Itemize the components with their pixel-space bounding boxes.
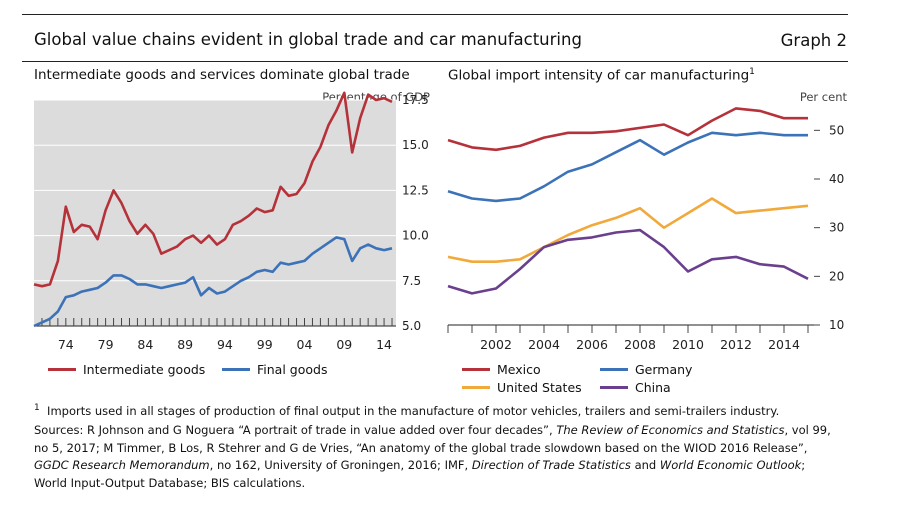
x-tick-label-0-5: 99 bbox=[257, 337, 273, 352]
y-tick-label-0-0: 5.0 bbox=[402, 319, 421, 333]
legend-china: China bbox=[600, 380, 671, 395]
sources-3: , vol 99, no 5, 2017; M Timmer, B Los, R… bbox=[34, 423, 831, 455]
y-tick-label-0-4: 15.0 bbox=[402, 138, 429, 152]
legend-swatch-final bbox=[222, 368, 250, 371]
x-tick-label-0-3: 89 bbox=[177, 337, 193, 352]
y-tick-label-1-4: 50 bbox=[829, 123, 844, 137]
legend-swatch-intermediate bbox=[48, 368, 76, 371]
x-tick-label-1-5: 2012 bbox=[720, 337, 752, 352]
x-tick-label-1-6: 2014 bbox=[768, 337, 800, 352]
legend-label-us: United States bbox=[497, 380, 582, 395]
x-tick-label-1-0: 2002 bbox=[480, 337, 512, 352]
series-line-1-mexico bbox=[447, 107, 808, 152]
right-unit: Per cent bbox=[799, 90, 847, 104]
y-tick-label-0-2: 10.0 bbox=[402, 229, 429, 243]
sources-8: World Economic Outlook bbox=[659, 458, 802, 472]
right-title-footnote-mark: 1 bbox=[749, 67, 755, 77]
y-tick-label-1-1: 20 bbox=[829, 269, 844, 283]
legend-swatch-germany bbox=[600, 368, 628, 371]
sources-4: GGDC Research Memorandum bbox=[34, 458, 210, 472]
title-rule bbox=[22, 61, 848, 62]
series-line-1-germany bbox=[447, 131, 808, 203]
sources-5: , no 162, University of Groningen, 2016;… bbox=[209, 458, 472, 472]
legend-final: Final goods bbox=[222, 362, 327, 377]
x-tick-label-0-6: 04 bbox=[297, 337, 313, 352]
x-tick-label-0-1: 79 bbox=[98, 337, 114, 352]
footnote-mark: 1 bbox=[34, 403, 40, 413]
legend-mexico: Mexico bbox=[462, 362, 541, 377]
legend-us: United States bbox=[462, 380, 582, 395]
x-tick-label-0-0: 74 bbox=[58, 337, 74, 352]
sources-6: Direction of Trade Statistics bbox=[471, 458, 631, 472]
x-tick-label-1-4: 2010 bbox=[672, 337, 704, 352]
y-tick-label-0-5: 17.5 bbox=[402, 93, 429, 107]
x-tick-label-0-8: 14 bbox=[376, 337, 392, 352]
legend-intermediate: Intermediate goods bbox=[48, 362, 205, 377]
sources: Sources: R Johnson and G Noguera “A port… bbox=[34, 422, 834, 492]
y-tick-label-1-3: 40 bbox=[829, 172, 844, 186]
legend-germany: Germany bbox=[600, 362, 692, 377]
x-tick-label-0-2: 84 bbox=[137, 337, 153, 352]
top-rule bbox=[22, 14, 848, 15]
legend-swatch-china bbox=[600, 386, 628, 389]
series-line-0-final-goods bbox=[33, 236, 393, 328]
sources-1: Sources: R Johnson and G Noguera “A port… bbox=[34, 423, 557, 437]
y-tick-label-0-3: 12.5 bbox=[402, 183, 429, 197]
sources-7: and bbox=[630, 458, 660, 472]
graph-title: Global value chains evident in global tr… bbox=[34, 30, 582, 49]
legend-label-germany: Germany bbox=[635, 362, 693, 377]
x-tick-label-1-2: 2006 bbox=[576, 337, 608, 352]
x-tick-label-0-4: 94 bbox=[217, 337, 233, 352]
series-line-1-united-states bbox=[447, 197, 809, 264]
left-panel-title: Intermediate goods and services dominate… bbox=[34, 67, 410, 83]
x-tick-label-1-3: 2008 bbox=[624, 337, 656, 352]
right-title-text: Global import intensity of car manufactu… bbox=[448, 67, 750, 84]
footnote: 1 Imports used in all stages of producti… bbox=[34, 400, 834, 420]
sources-2: The Review of Economics and Statistics bbox=[556, 423, 785, 437]
x-tick-label-1-1: 2004 bbox=[528, 337, 560, 352]
graph-number: Graph 2 bbox=[780, 31, 847, 50]
y-tick-label-0-1: 7.5 bbox=[402, 274, 421, 288]
legend-label-final: Final goods bbox=[257, 362, 328, 377]
footnote-text: Imports used in all stages of production… bbox=[47, 403, 780, 418]
legend-label-mexico: Mexico bbox=[497, 362, 541, 377]
sources-9: ; World Input-Output Database; BIS calcu… bbox=[34, 458, 806, 490]
y-tick-label-1-0: 10 bbox=[829, 318, 844, 332]
series-line-0-intermediate-goods bbox=[33, 91, 393, 288]
legend-swatch-mexico bbox=[462, 368, 490, 371]
legend-label-china: China bbox=[635, 380, 671, 395]
series-line-1-china bbox=[447, 228, 809, 295]
legend-swatch-us bbox=[462, 386, 490, 389]
x-tick-label-0-7: 09 bbox=[336, 337, 352, 352]
y-tick-label-1-2: 30 bbox=[829, 221, 844, 235]
right-panel-title: Global import intensity of car manufactu… bbox=[448, 67, 755, 84]
legend-label-intermediate: Intermediate goods bbox=[83, 362, 206, 377]
